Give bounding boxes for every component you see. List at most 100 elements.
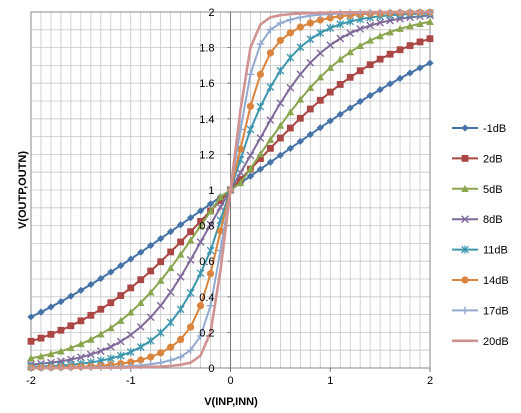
data-point — [177, 335, 185, 344]
data-point — [276, 121, 285, 129]
y-tick-label: 0.2 — [199, 327, 214, 339]
data-point — [77, 317, 85, 325]
data-point — [406, 69, 414, 77]
legend: -1dB 2dB 5dB 8dB 11dB 14dB 17dB 20dB — [452, 123, 509, 348]
data-point — [47, 303, 55, 311]
data-point — [386, 80, 394, 88]
data-point — [37, 334, 45, 342]
legend-label: 14dB — [483, 275, 509, 287]
data-point — [206, 220, 215, 229]
data-point — [216, 193, 225, 201]
data-point — [386, 28, 394, 36]
data-point — [316, 29, 325, 38]
tick-labels: -2 -1 0 1 2 0 0.2 0.4 0.6 0.8 1 1.2 1.4 1.6 1.8 2 — [26, 7, 433, 387]
data-point — [206, 246, 215, 255]
data-point — [216, 227, 225, 235]
y-tick-label: 1 — [208, 185, 214, 197]
data-point — [67, 292, 75, 300]
data-point — [336, 20, 345, 29]
data-point — [416, 64, 424, 72]
data-point — [27, 354, 35, 362]
x-tick-label: -2 — [26, 375, 36, 387]
data-point — [177, 238, 185, 246]
data-point — [76, 353, 85, 362]
data-point — [206, 270, 215, 278]
data-point — [27, 313, 35, 321]
data-point — [316, 73, 325, 81]
data-point — [166, 356, 175, 365]
data-point — [306, 105, 314, 113]
data-point — [336, 81, 344, 88]
data-point — [366, 61, 374, 69]
data-point — [107, 299, 115, 307]
legend-swatch-marker — [461, 215, 469, 224]
x-tick-label: 0 — [227, 375, 233, 387]
data-point — [256, 134, 265, 142]
data-point — [87, 335, 95, 343]
data-point — [257, 155, 264, 163]
data-point — [316, 49, 325, 58]
data-point — [266, 116, 275, 124]
data-point — [176, 250, 185, 258]
data-point — [326, 24, 335, 33]
data-point — [256, 102, 265, 111]
data-point — [276, 19, 285, 27]
data-point — [416, 38, 424, 46]
data-point — [286, 124, 294, 132]
data-point — [296, 95, 305, 103]
data-point — [197, 217, 204, 225]
data-point — [246, 102, 255, 110]
data-point — [47, 330, 55, 338]
data-point — [157, 349, 165, 357]
data-point — [376, 18, 385, 27]
data-point — [196, 302, 205, 310]
data-point — [406, 22, 414, 30]
x-axis-title: V(INP,INN) — [204, 396, 258, 408]
series-line — [31, 10, 430, 370]
legend-label: 5dB — [483, 184, 503, 196]
data-point — [376, 86, 384, 94]
data-point — [316, 16, 324, 24]
data-point — [406, 42, 414, 50]
y-tick-label: 1.2 — [199, 149, 214, 161]
data-point — [147, 267, 155, 275]
data-point — [266, 49, 274, 57]
data-point — [346, 29, 355, 38]
y-tick-label: 2 — [208, 7, 214, 19]
data-point — [306, 19, 314, 27]
data-point — [187, 214, 195, 222]
data-point — [206, 200, 215, 208]
series-group — [27, 8, 434, 372]
data-point — [186, 256, 195, 264]
data-point — [57, 347, 65, 355]
data-point — [166, 318, 175, 327]
y-tick-label: 1.8 — [199, 43, 214, 55]
data-point — [376, 32, 384, 40]
data-point — [256, 40, 265, 48]
data-point — [47, 350, 55, 358]
data-point — [236, 179, 245, 187]
data-point — [167, 343, 175, 351]
data-point — [137, 356, 145, 364]
data-point — [157, 234, 165, 243]
data-point — [356, 97, 364, 106]
data-point — [276, 99, 285, 108]
y-tick-label: 0.8 — [199, 221, 214, 233]
legend-label: 11dB — [483, 245, 508, 257]
data-point — [266, 83, 275, 92]
data-point — [276, 66, 285, 75]
data-point — [177, 221, 185, 229]
data-point — [67, 322, 75, 330]
data-point — [166, 288, 175, 297]
y-axis-title: V(OUTP,OUTN) — [17, 151, 29, 229]
legend-label: -1dB — [483, 123, 506, 135]
data-point — [396, 46, 404, 54]
data-point — [117, 292, 125, 299]
data-point — [256, 70, 265, 78]
data-point — [266, 158, 274, 166]
data-point — [286, 144, 294, 152]
data-point — [176, 305, 185, 314]
data-point — [196, 269, 205, 278]
data-point — [117, 262, 125, 270]
data-point — [156, 276, 165, 284]
